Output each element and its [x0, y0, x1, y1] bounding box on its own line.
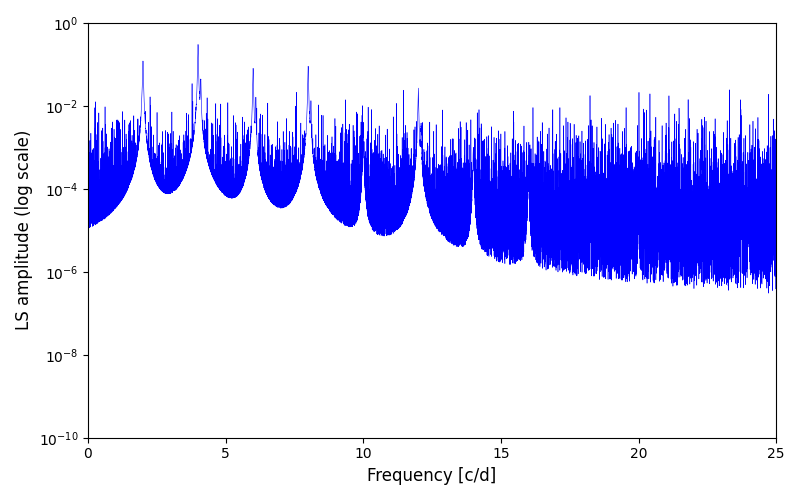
Y-axis label: LS amplitude (log scale): LS amplitude (log scale): [15, 130, 33, 330]
X-axis label: Frequency [c/d]: Frequency [c/d]: [367, 467, 497, 485]
